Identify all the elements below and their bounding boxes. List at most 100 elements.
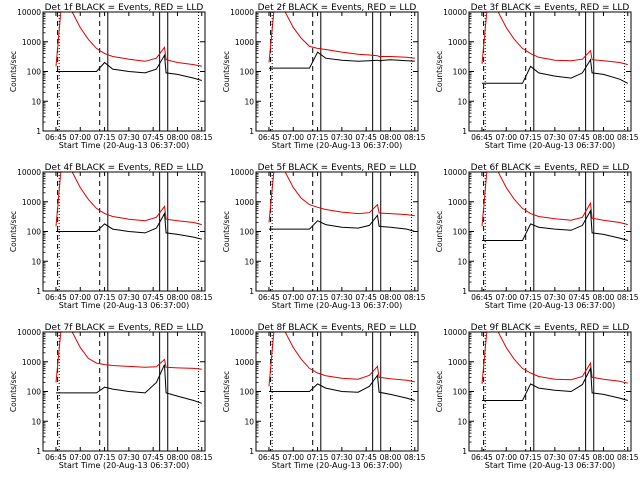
x-tick-label: 08:00 — [593, 453, 615, 462]
y-tick-label: 1 — [462, 447, 467, 456]
y-tick-label: 1000 — [448, 38, 467, 47]
x-tick-label: 06:45 — [471, 133, 493, 142]
marker-lines — [57, 172, 200, 291]
x-tick-label: 07:00 — [282, 293, 304, 302]
panel-title: Det 9f BLACK = Events, RED = LLD — [471, 323, 630, 333]
events-series-line — [269, 373, 415, 401]
panel-det-4: Det 4f BLACK = Events, RED = LLD 06:45 07:… — [9, 163, 213, 310]
y-tick-label: 1000 — [22, 198, 41, 207]
x-tick-label: 06:45 — [45, 293, 67, 302]
x-axis-label: Start Time (20-Aug-13 06:37:00) — [59, 141, 190, 150]
x-tick-label: 08:00 — [167, 453, 189, 462]
x-tick-label: 08:00 — [167, 133, 189, 142]
marker-lines — [57, 12, 200, 131]
y-tick-label: 1000 — [22, 38, 41, 47]
x-axis-label: Start Time (20-Aug-13 06:37:00) — [59, 301, 190, 310]
x-axis-label: Start Time (20-Aug-13 06:37:00) — [59, 461, 190, 470]
y-tick-label: 100 — [27, 388, 42, 397]
y-tick-label: 100 — [453, 68, 468, 77]
y-tick-label: 10 — [31, 97, 41, 106]
plot-frame — [255, 11, 419, 132]
x-tick-label: 08:15 — [617, 293, 639, 302]
x-tick-label: 07:45 — [568, 293, 590, 302]
x-tick-label: 08:15 — [404, 453, 426, 462]
x-tick-label: 08:15 — [617, 453, 639, 462]
plot-frame — [255, 171, 419, 292]
y-tick-label: 1 — [36, 127, 41, 136]
x-tick-label: 07:30 — [544, 293, 566, 302]
y-tick-label: 10 — [244, 417, 254, 426]
x-tick-label: 07:45 — [355, 133, 377, 142]
y-tick-label: 100 — [240, 228, 255, 237]
y-tick-label: 100 — [27, 228, 42, 237]
x-tick-label: 07:00 — [495, 453, 517, 462]
marker-lines — [483, 172, 626, 291]
y-tick-label: 1000 — [235, 198, 254, 207]
y-tick-label: 1 — [462, 287, 467, 296]
x-axis-label: Start Time (20-Aug-13 06:37:00) — [272, 461, 403, 470]
x-tick-label: 07:30 — [118, 293, 140, 302]
x-tick-label: 08:00 — [380, 453, 402, 462]
y-tick-label: 10000 — [230, 168, 254, 177]
events-series-line — [269, 51, 415, 69]
y-tick-label: 1000 — [448, 198, 467, 207]
lld-series-line — [55, 331, 202, 383]
lld-series-line — [481, 331, 628, 384]
x-tick-label: 07:15 — [520, 453, 542, 462]
x-tick-label: 07:30 — [118, 133, 140, 142]
x-tick-label: 07:45 — [355, 453, 377, 462]
y-tick-label: 1 — [36, 447, 41, 456]
x-tick-label: 07:45 — [142, 133, 164, 142]
x-tick-label: 07:15 — [94, 293, 116, 302]
x-tick-label: 06:45 — [45, 133, 67, 142]
x-tick-label: 08:15 — [404, 133, 426, 142]
events-series-line — [482, 366, 628, 401]
y-tick-label: 10000 — [230, 8, 254, 17]
y-axis-label: Counts/sec — [9, 51, 18, 92]
lld-series-line — [268, 171, 415, 223]
x-tick-label: 07:15 — [94, 133, 116, 142]
lld-series-line — [55, 11, 202, 67]
x-tick-label: 07:30 — [544, 453, 566, 462]
y-tick-label: 1 — [249, 127, 254, 136]
marker-lines — [270, 332, 413, 451]
events-series-line — [56, 53, 202, 81]
x-tick-label: 07:00 — [282, 453, 304, 462]
x-tick-label: 07:30 — [331, 133, 353, 142]
y-tick-label: 10000 — [17, 8, 41, 17]
marker-lines — [483, 332, 626, 451]
x-tick-label: 06:45 — [258, 293, 280, 302]
x-tick-label: 07:45 — [142, 453, 164, 462]
y-tick-label: 1 — [462, 127, 467, 136]
events-series-line — [482, 208, 628, 241]
y-axis-label: Counts/sec — [435, 371, 444, 412]
y-tick-label: 100 — [453, 388, 468, 397]
y-tick-label: 10000 — [443, 168, 467, 177]
x-tick-label: 06:45 — [258, 133, 280, 142]
y-tick-label: 10 — [457, 257, 467, 266]
panel-title: Det 3f BLACK = Events, RED = LLD — [471, 3, 630, 13]
x-tick-label: 06:45 — [258, 453, 280, 462]
y-tick-label: 10 — [244, 257, 254, 266]
x-axis-label: Start Time (20-Aug-13 06:37:00) — [485, 301, 616, 310]
plot-frame — [42, 331, 206, 452]
plot-frame — [468, 331, 632, 452]
x-tick-label: 08:00 — [380, 133, 402, 142]
panel-title: Det 4f BLACK = Events, RED = LLD — [45, 163, 204, 173]
x-axis-label: Start Time (20-Aug-13 06:37:00) — [485, 461, 616, 470]
panel-title: Det 5f BLACK = Events, RED = LLD — [258, 163, 417, 173]
x-tick-label: 08:15 — [191, 453, 213, 462]
x-tick-label: 07:15 — [520, 293, 542, 302]
x-axis-label: Start Time (20-Aug-13 06:37:00) — [272, 141, 403, 150]
x-tick-label: 08:00 — [167, 293, 189, 302]
lld-series-line — [481, 171, 628, 227]
y-tick-label: 10000 — [443, 328, 467, 337]
x-tick-label: 07:15 — [520, 133, 542, 142]
y-tick-label: 10000 — [443, 8, 467, 17]
y-tick-label: 10 — [31, 257, 41, 266]
y-tick-label: 100 — [27, 68, 42, 77]
x-tick-label: 06:45 — [45, 453, 67, 462]
x-tick-label: 07:30 — [331, 453, 353, 462]
